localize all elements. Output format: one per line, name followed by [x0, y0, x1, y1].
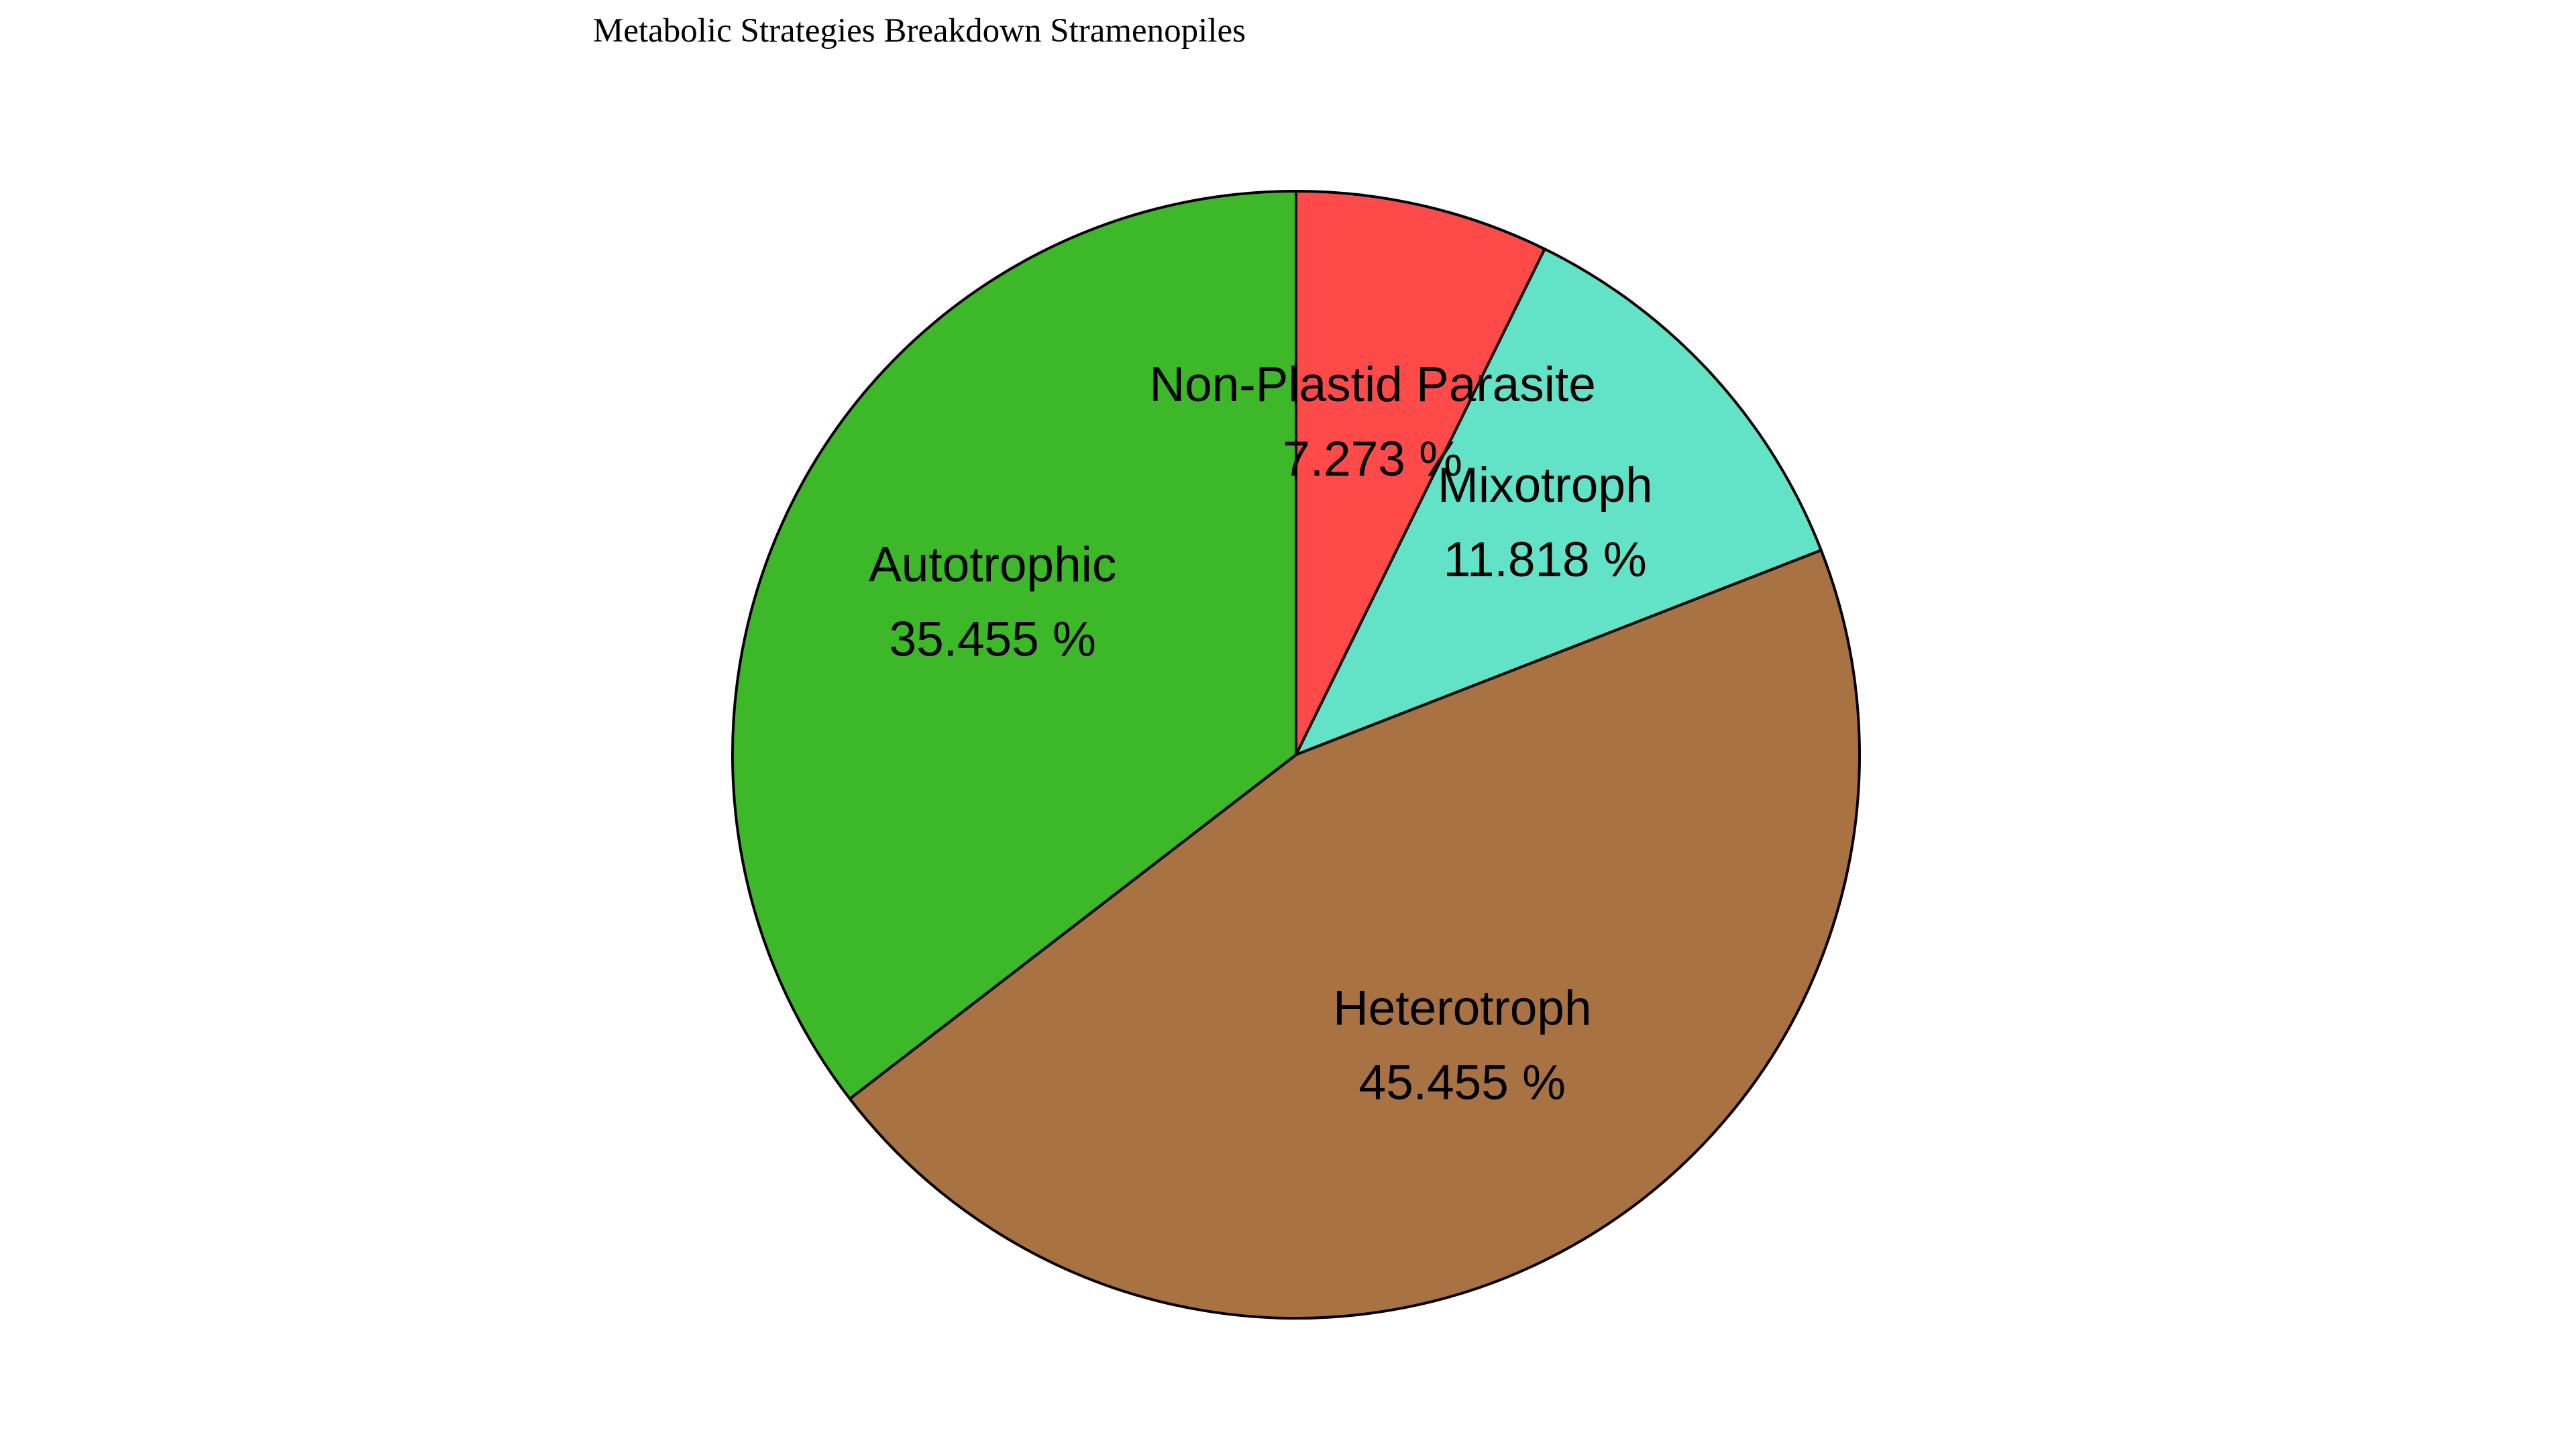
slice-label-mixotroph: Mixotroph [1438, 458, 1653, 513]
chart-title: Metabolic Strategies Breakdown Stramenop… [593, 12, 1246, 50]
slice-value-autotrophic: 35.455 % [889, 612, 1095, 666]
slice-label-heterotroph: Heterotroph [1333, 981, 1592, 1036]
pie-slice-mixotroph [1295, 248, 1823, 756]
slice-label-non-plastid-parasite: Non-Plastid Parasite [1149, 358, 1595, 412]
pie-slice-heterotroph [848, 549, 1861, 1320]
slice-label-autotrophic: Autotrophic [869, 537, 1116, 592]
pie-slice-autotrophic [731, 190, 1297, 1100]
slice-value-heterotroph: 45.455 % [1359, 1056, 1566, 1110]
pie-slice-non-plastid-parasite [1295, 190, 1546, 756]
slice-value-mixotroph: 11.818 % [1444, 533, 1647, 587]
slice-value-non-plastid-parasite: 7.273 % [1283, 432, 1462, 486]
